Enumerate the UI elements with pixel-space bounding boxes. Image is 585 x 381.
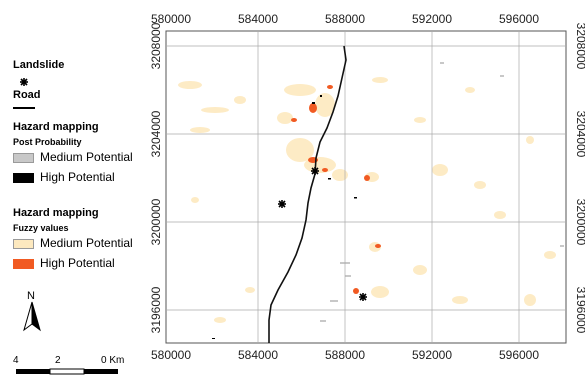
legend-landslide-label: Landslide bbox=[13, 59, 65, 71]
x-tick-label: 596000 bbox=[499, 12, 539, 26]
x-tick-label: 592000 bbox=[412, 348, 452, 362]
y-tick-label: 3208000 bbox=[574, 23, 585, 70]
legend-swatch-fuzzy-medium bbox=[13, 239, 34, 249]
legend-post-high-label: High Potential bbox=[40, 170, 115, 184]
x-tick-label: 584000 bbox=[238, 12, 278, 26]
x-tick-label: 588000 bbox=[325, 12, 365, 26]
legend-fuzzy-subtitle: Fuzzy values bbox=[13, 223, 69, 233]
legend-post-title: Hazard mapping bbox=[13, 121, 99, 133]
x-tick-label: 584000 bbox=[238, 348, 278, 362]
scale-label-2: 2 bbox=[55, 355, 61, 366]
x-tick-label: 592000 bbox=[412, 12, 452, 26]
graticule bbox=[166, 31, 566, 343]
x-ticks-top: 580000 584000 588000 592000 596000 bbox=[151, 12, 539, 26]
fuzzy-medium-areas bbox=[178, 77, 556, 323]
legend-swatch-post-medium bbox=[13, 153, 34, 163]
scale-bar bbox=[16, 368, 118, 375]
x-tick-label: 596000 bbox=[499, 348, 539, 362]
scale-label-0: 0 Km bbox=[101, 355, 125, 366]
asterisk-icon bbox=[359, 293, 367, 301]
legend-swatch-post-high bbox=[13, 173, 34, 183]
y-tick-label: 3196000 bbox=[574, 287, 585, 334]
road-line bbox=[268, 45, 347, 343]
y-ticks-left: 3208000 3204000 3200000 3196000 bbox=[149, 22, 163, 333]
legend-fuzzy-high-label: High Potential bbox=[40, 256, 115, 270]
legend-fuzzy-medium-label: Medium Potential bbox=[40, 236, 133, 250]
y-tick-label: 3196000 bbox=[149, 286, 163, 333]
x-tick-label: 580000 bbox=[151, 348, 191, 362]
legend-post-subtitle: Post Probability bbox=[13, 137, 82, 147]
post-high-areas bbox=[212, 95, 357, 339]
y-ticks-right: 3208000 3204000 3200000 3196000 bbox=[574, 23, 585, 334]
x-ticks-bottom: 580000 584000 588000 592000 596000 bbox=[151, 348, 539, 362]
map-frame bbox=[165, 30, 567, 344]
x-tick-label: 588000 bbox=[325, 348, 365, 362]
y-tick-label: 3204000 bbox=[149, 110, 163, 157]
scale-label-4: 4 bbox=[13, 355, 19, 366]
asterisk-icon bbox=[311, 167, 319, 175]
legend-landslide-symbol bbox=[20, 78, 28, 86]
asterisk-icon bbox=[278, 200, 286, 208]
legend-road-label: Road bbox=[13, 89, 41, 101]
y-tick-label: 3200000 bbox=[149, 198, 163, 245]
north-arrow-icon bbox=[23, 301, 41, 332]
y-tick-label: 3204000 bbox=[574, 111, 585, 158]
y-tick-label: 3208000 bbox=[149, 22, 163, 69]
legend-swatch-fuzzy-high bbox=[13, 259, 34, 269]
north-label: N bbox=[27, 290, 35, 302]
x-tick-label: 580000 bbox=[151, 12, 191, 26]
legend-post-medium-label: Medium Potential bbox=[40, 150, 133, 164]
landslide-markers bbox=[278, 167, 367, 301]
legend-fuzzy-title: Hazard mapping bbox=[13, 207, 99, 219]
y-tick-label: 3200000 bbox=[574, 199, 585, 246]
